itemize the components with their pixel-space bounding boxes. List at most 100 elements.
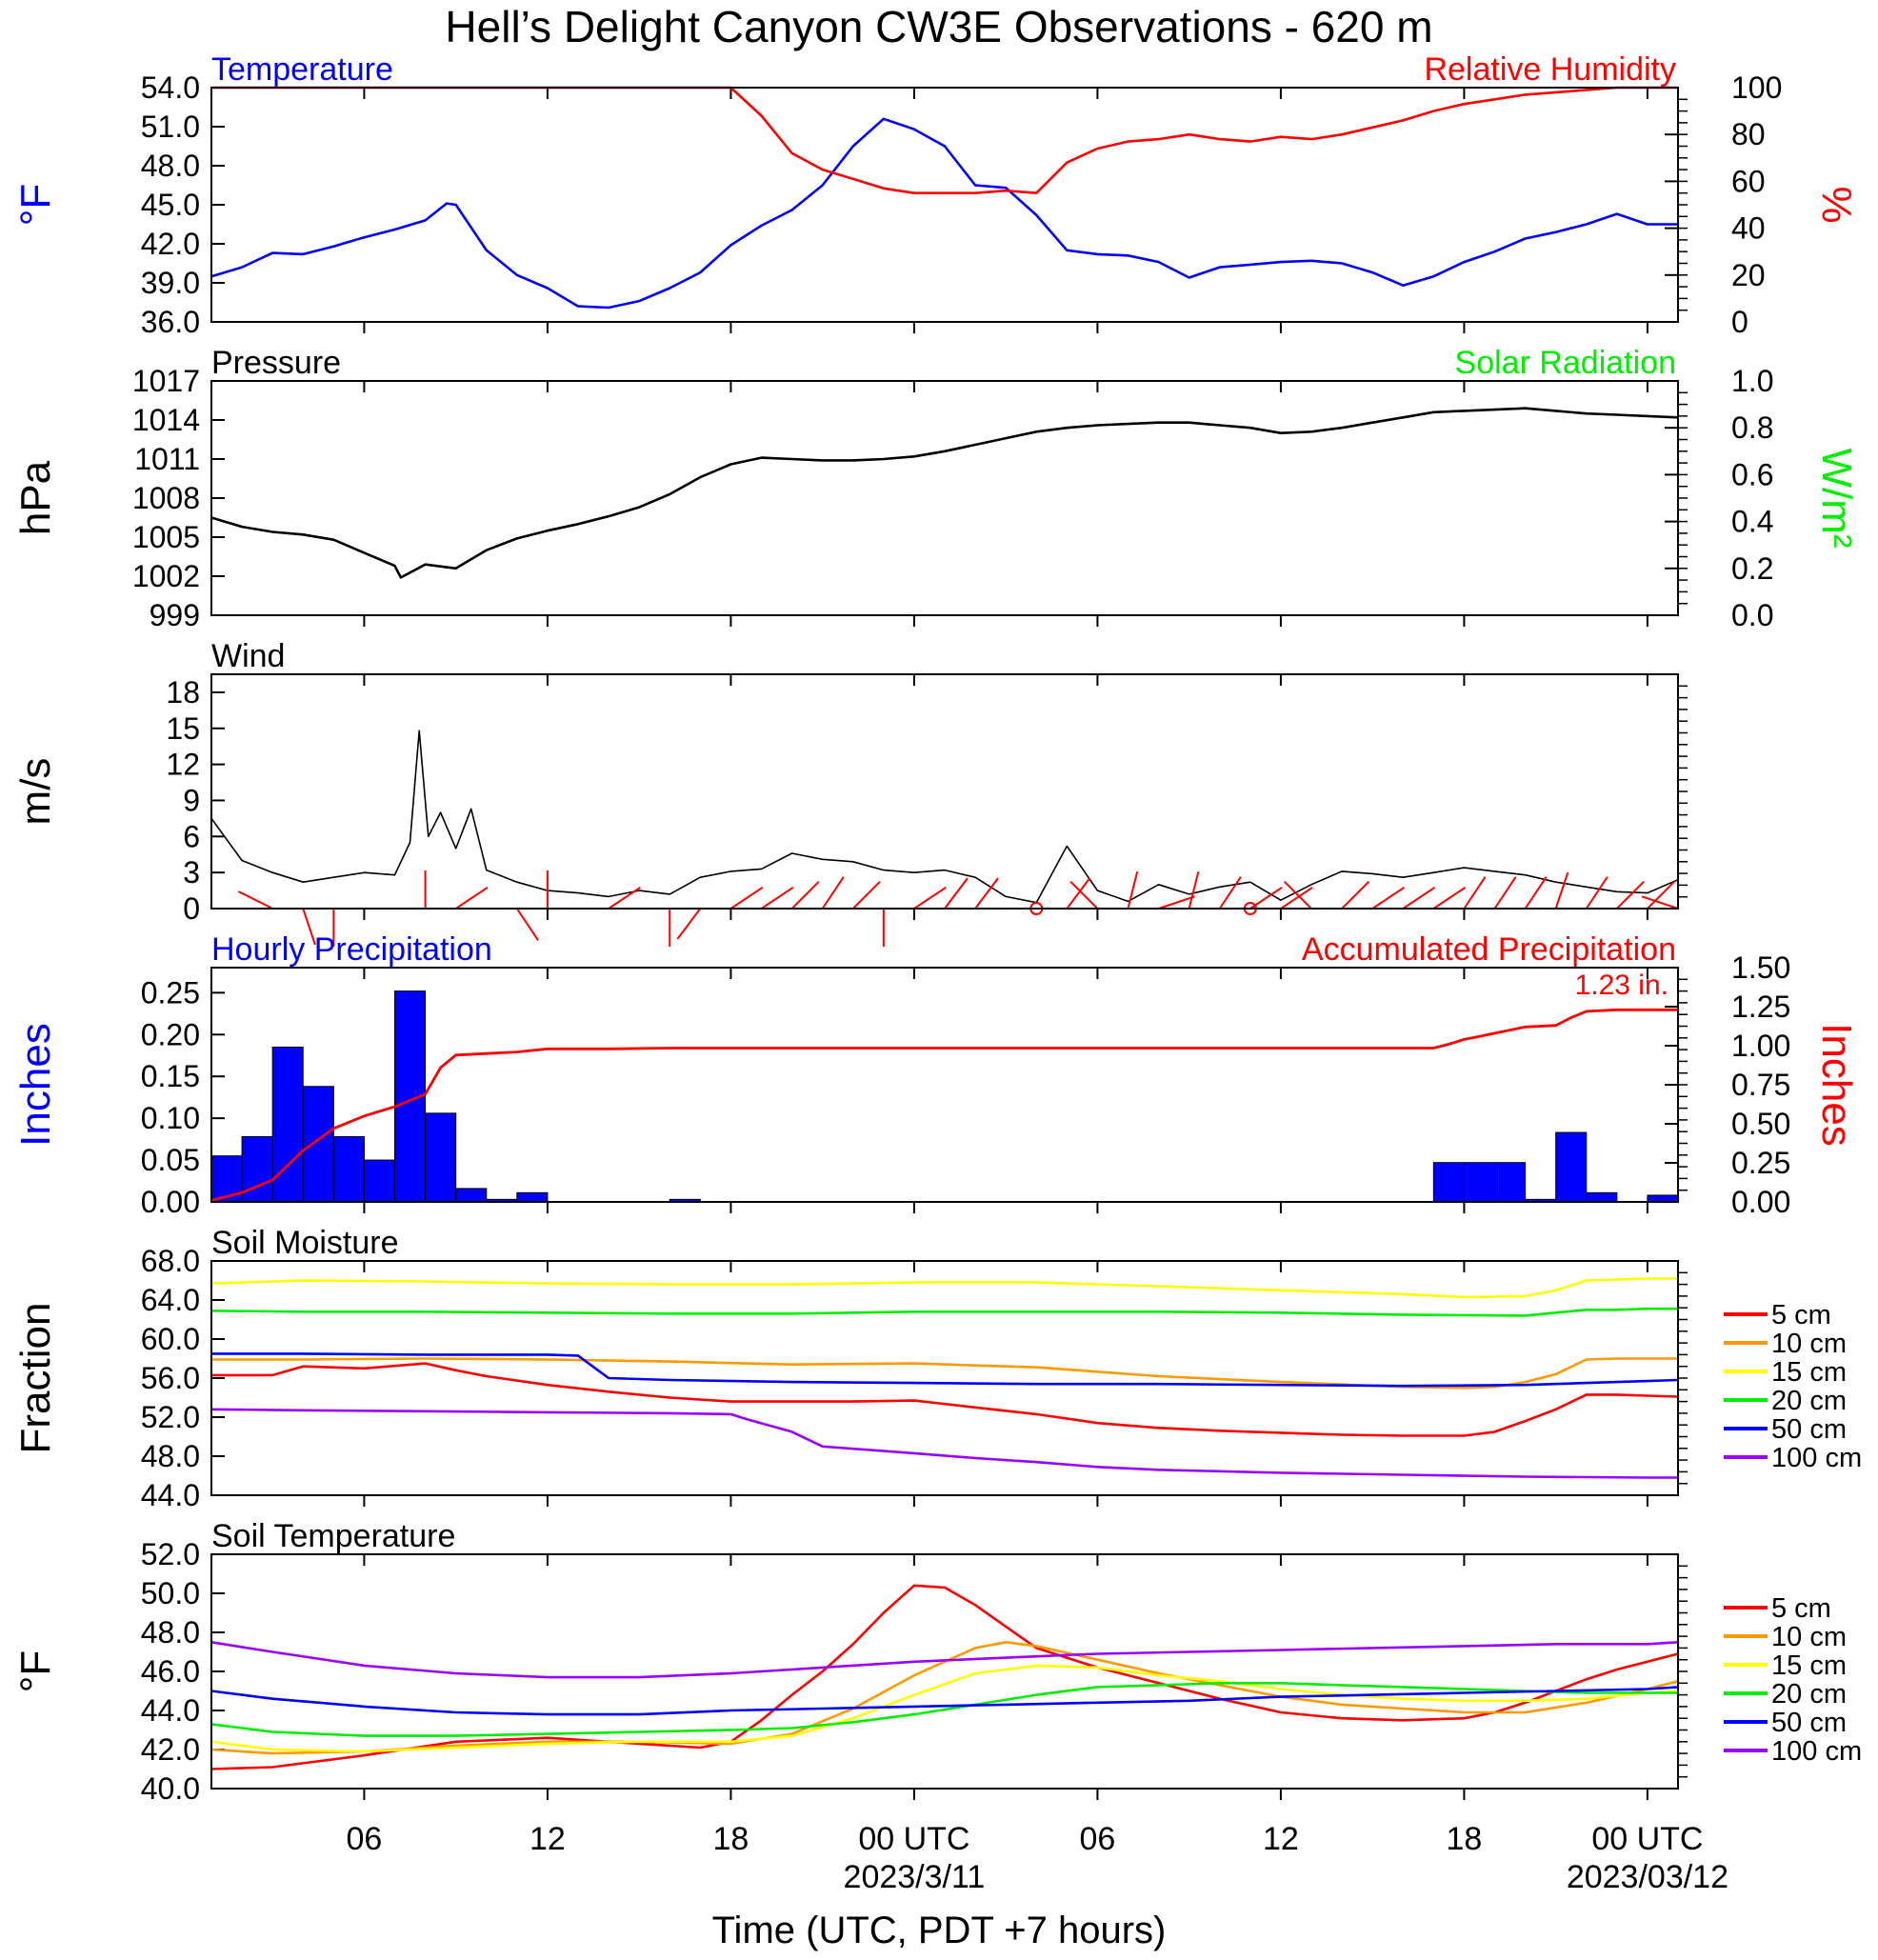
panel-title-right: Solar Radiation (1455, 345, 1676, 381)
y-axis-label-left: Inches (12, 1023, 59, 1147)
precip-bar (516, 1191, 549, 1203)
panel-title-right: Relative Humidity (1424, 51, 1676, 88)
wind-barb (1127, 870, 1139, 910)
y-tick-label-left: 39.0 (141, 266, 200, 300)
wind-barb (1616, 881, 1645, 910)
series-line-10cm (211, 1357, 1678, 1390)
precip-bar (302, 1086, 334, 1203)
y-tick-label-right: 20 (1731, 258, 1766, 292)
y-tick-label-left: 1011 (134, 442, 200, 476)
y-tick-label-left: 0.10 (141, 1101, 200, 1135)
series-line-0 (210, 407, 1679, 579)
y-tick-label-left: 0.25 (141, 975, 200, 1010)
plot-frame (210, 87, 1679, 323)
y-tick-label-left: 52.0 (141, 1400, 200, 1434)
y-tick-label-left: 1014 (132, 403, 200, 437)
panel-precipitation: 0.00 0.05 0.10 0.15 0.20 0.25 0.00 0.25 0.50 0.75… (12, 931, 1860, 1219)
legend-label: 15 cm (1771, 1357, 1847, 1388)
wind-barb (729, 886, 764, 910)
precip-bar (271, 1046, 304, 1203)
y-axis-label-left: m/s (12, 758, 59, 826)
x-axis-label: Time (UTC, PDT +7 hours) (712, 1910, 1167, 1951)
wind-barb (1284, 881, 1312, 910)
x-tick-label: 18 (713, 1821, 749, 1857)
legend-label: 100 cm (1771, 1736, 1862, 1767)
y-tick-label-right: 100 (1731, 70, 1782, 105)
precip-total-annotation: 1.23 in. (1575, 970, 1668, 1001)
series-line-5cm (210, 1584, 1679, 1770)
panel-title-left: Hourly Precipitation (211, 931, 492, 968)
y-tick-label-left: 48.0 (141, 149, 200, 183)
series-line-100cm (210, 1641, 1679, 1679)
y-tick-label-right: 0.50 (1731, 1107, 1790, 1141)
y-tick-label-left: 0 (183, 891, 200, 926)
y-tick-label-right: 1.25 (1731, 990, 1790, 1024)
series-line-50cm (211, 1352, 1679, 1388)
y-tick-label-right: 0.75 (1731, 1068, 1790, 1102)
y-tick-label-left: 52.0 (141, 1537, 200, 1571)
plot-frame (210, 1260, 1679, 1496)
wind-barb (1524, 876, 1548, 910)
wind-barb (1463, 876, 1487, 910)
wind-barb (516, 908, 539, 941)
panel-title-left: Pressure (211, 345, 341, 381)
y-tick-label-left: 0.00 (141, 1185, 200, 1219)
x-tick-label: 06 (347, 1821, 383, 1857)
legend-label: 5 cm (1771, 1593, 1831, 1624)
y-tick-label-left: 60.0 (141, 1322, 200, 1356)
x-tick-label: 12 (1263, 1821, 1299, 1857)
y-tick-label-left: 64.0 (141, 1283, 200, 1317)
legend-label: 10 cm (1771, 1329, 1847, 1359)
plot-frame (210, 380, 1679, 616)
wind-barb (455, 886, 489, 910)
panel-pressure: 999 1002 1005 1008 1011 1014 1017 0.0 0.2 0.4 0.6 0… (12, 345, 1860, 632)
legend-label: 5 cm (1771, 1300, 1831, 1330)
y-tick-label-left: 0.20 (141, 1017, 200, 1051)
y-tick-label-left: 56.0 (141, 1361, 200, 1395)
y-tick-label-left: 36.0 (141, 305, 200, 339)
precip-bar (1494, 1162, 1527, 1203)
y-tick-label-left: 18 (166, 675, 200, 710)
x-tick-label: 00 UTC (1591, 1821, 1703, 1857)
y-tick-label-left: 1005 (132, 520, 200, 554)
y-tick-label-right: 0.4 (1731, 505, 1773, 539)
y-tick-label-right: 0.00 (1731, 1185, 1790, 1219)
y-axis-label-left: °F (12, 184, 59, 226)
wind-barb (608, 886, 641, 910)
wind-barb (1554, 871, 1569, 910)
y-tick-label-right: 60 (1731, 164, 1766, 198)
wind-barb (1432, 886, 1467, 910)
y-tick-label-right: 80 (1731, 117, 1766, 151)
wind-barb (1158, 895, 1195, 910)
wind-barb (1641, 895, 1679, 910)
legend-label: 50 cm (1771, 1708, 1847, 1738)
wind-barb (1341, 881, 1370, 910)
panel-title-right: Accumulated Precipitation (1302, 931, 1676, 968)
precip-bar (1586, 1191, 1618, 1203)
precip-bar (1555, 1131, 1588, 1203)
x-tick-label: 06 (1080, 1821, 1116, 1857)
legend-label: 20 cm (1771, 1386, 1847, 1416)
panel-title-left: Temperature (211, 51, 393, 88)
y-axis-label-left: hPa (12, 460, 59, 535)
y-tick-label-right: 0.0 (1731, 598, 1773, 632)
y-axis-label-left: °F (12, 1650, 59, 1692)
wind-barb (1069, 881, 1099, 910)
plot-frame (210, 673, 1679, 910)
series-line-10cm (210, 1641, 1679, 1755)
wind-barb (790, 881, 820, 910)
y-tick-label-left: 6 (183, 819, 200, 853)
precip-bar (425, 1112, 457, 1203)
y-tick-label-right: 0 (1731, 305, 1748, 339)
y-tick-label-right: 0.2 (1731, 551, 1773, 586)
y-tick-label-left: 999 (150, 598, 200, 632)
x-tick-date: 2023/3/11 (844, 1859, 986, 1895)
y-axis-label-right: % (1813, 186, 1860, 223)
wind-barb (821, 876, 845, 910)
x-tick-label: 18 (1447, 1821, 1483, 1857)
chart-title: Hell’s Delight Canyon CW3E Observations … (445, 2, 1432, 51)
x-tick-date: 2023/03/12 (1567, 1859, 1728, 1895)
wind-barb (974, 877, 999, 910)
y-tick-label-left: 48.0 (141, 1615, 200, 1650)
